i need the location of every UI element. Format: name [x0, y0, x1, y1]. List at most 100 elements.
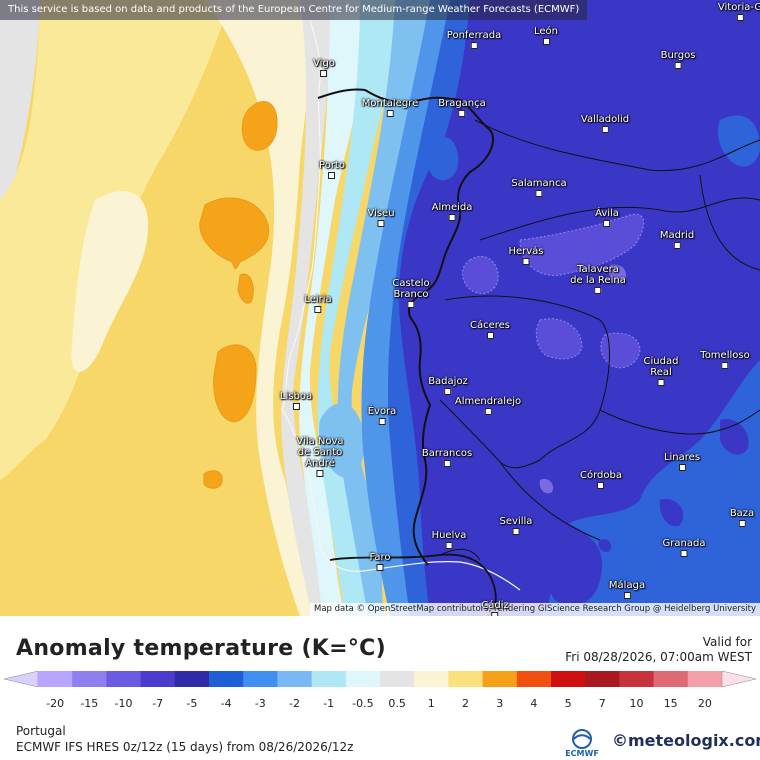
city-label: Almendralejo [455, 396, 521, 415]
city-label: Tomelloso [700, 350, 750, 369]
city-marker [491, 612, 499, 616]
pale-anomaly-region [71, 191, 149, 372]
coastal-pale-band [205, 0, 320, 616]
border-line [479, 197, 760, 241]
scale-bin [687, 671, 723, 687]
scale-tick-label: -10 [114, 697, 133, 710]
sky-blue-band [337, 0, 460, 616]
scale-tick-label: 20 [697, 697, 712, 710]
scale-tick-label: -4 [220, 697, 232, 710]
indigo-core [545, 520, 603, 606]
city-marker [376, 564, 384, 571]
ecmwf-logo[interactable]: ECMWF [560, 728, 604, 758]
border-line [444, 295, 610, 469]
coastline [281, 19, 521, 591]
city-marker [320, 70, 328, 77]
city-label: Sevilla [500, 516, 532, 535]
city-marker [377, 220, 385, 227]
lavender-anomaly [539, 478, 554, 494]
city-name: Bragança [438, 98, 486, 109]
city-label: Burgos [661, 50, 695, 69]
meteologix-logo[interactable]: ©meteologix.com [612, 731, 760, 750]
city-label: Hervás [508, 246, 544, 265]
violet-anomaly [535, 318, 583, 360]
city-marker [594, 287, 602, 294]
city-name: Cáceres [469, 320, 511, 331]
city-label: Ávila [595, 208, 619, 227]
city-name: Barrancos [421, 448, 473, 459]
gray-coastal-band [281, 0, 335, 616]
scale-tick-label: -15 [80, 697, 99, 710]
city-label: Porto [319, 160, 345, 179]
city-label: Barrancos [422, 448, 472, 467]
city-name: Ciudad Real [643, 356, 679, 378]
royal-blue-band [427, 137, 459, 181]
city-name: Valladolid [580, 114, 630, 125]
city-name: Faro [369, 552, 391, 563]
city-name: Badajoz [428, 376, 468, 387]
scale-bin [140, 671, 176, 687]
city-label: Vigo [313, 58, 335, 77]
city-marker [738, 520, 746, 527]
city-label: Cáceres [470, 320, 510, 339]
city-marker [623, 592, 631, 599]
scale-bin [72, 671, 107, 687]
scale-bin [585, 671, 620, 687]
orange-anomaly [237, 273, 254, 304]
border-line [317, 88, 495, 566]
city-marker [535, 190, 543, 197]
city-name: Linares [663, 452, 701, 463]
city-label: Almeida [432, 202, 472, 221]
border-line [699, 174, 760, 271]
city-marker [407, 301, 415, 308]
city-marker [378, 418, 386, 425]
city-label: Faro [369, 552, 391, 571]
scale-bin [209, 671, 244, 687]
city-label: Baza [730, 508, 754, 527]
meteologix-c-icon: © [612, 731, 628, 750]
scale-bin [174, 671, 210, 687]
city-marker [673, 242, 681, 249]
meteologix-wordmark: meteologix.com [628, 731, 760, 750]
city-name: Ávila [595, 208, 619, 219]
city-name: Vigo [313, 58, 335, 69]
scale-tick-label: 3 [496, 697, 504, 710]
scale-bin [277, 671, 313, 687]
scale-tick-label: -7 [152, 697, 164, 710]
sky-blue-band [319, 403, 365, 479]
scale-tick-label: -0.5 [352, 697, 374, 710]
city-marker [443, 460, 451, 467]
model-run-info: ECMWF IFS HRES 0z/12z (15 days) from 08/… [16, 740, 354, 754]
city-marker [314, 306, 322, 313]
city-name: Montalegre [361, 98, 419, 109]
city-label: Bragança [438, 98, 486, 117]
city-label: Talavera de la Reina [570, 264, 626, 294]
city-label: Huelva [432, 530, 466, 549]
legend-title: Anomaly temperature (K=°C) [16, 636, 386, 661]
scale-tick-label: 1 [427, 697, 435, 710]
scale-tick-label: -20 [46, 697, 65, 710]
city-name: Córdoba [580, 470, 622, 481]
city-label: Málaga [609, 580, 645, 599]
city-label: Valladolid [581, 114, 629, 133]
city-label: León [534, 26, 558, 45]
indigo-core [659, 499, 684, 527]
city-marker [444, 388, 452, 395]
city-marker [680, 550, 688, 557]
scale-tick-label: -1 [323, 697, 335, 710]
scale-bin [243, 671, 278, 687]
scale-bin [516, 671, 552, 687]
city-marker [736, 14, 744, 21]
anomaly-map-layer [0, 0, 760, 616]
scale-tick-label: 4 [530, 697, 538, 710]
scale-bin [619, 671, 655, 687]
border-line [599, 409, 760, 435]
scale-bin [311, 671, 347, 687]
city-marker [386, 110, 394, 117]
city-label: Salamanca [511, 178, 567, 197]
scale-bin [482, 671, 518, 687]
svg-text:ECMWF: ECMWF [565, 749, 599, 758]
gray-anomaly-region [0, 0, 40, 200]
weather-map[interactable]: This service is based on data and produc… [0, 0, 760, 616]
osm-attribution[interactable]: Map data © OpenStreetMap contributors, r… [310, 603, 760, 616]
